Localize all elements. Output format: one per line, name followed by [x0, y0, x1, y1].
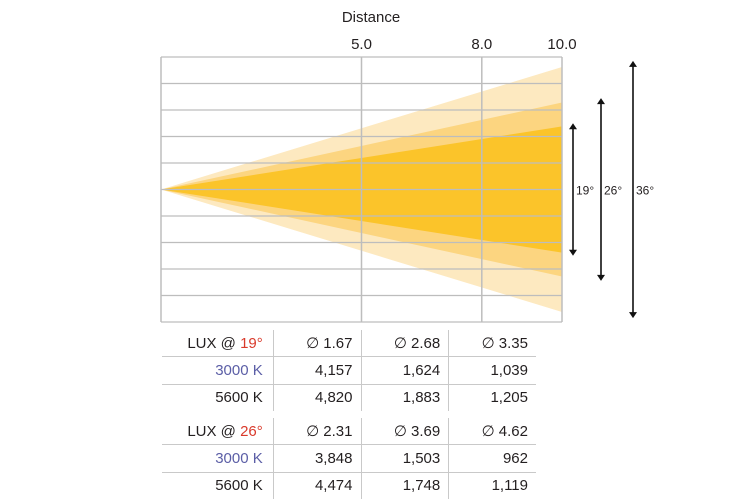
row-label-5600k: 5600 K [215, 477, 263, 495]
row-label-5600k: 5600 K [215, 389, 263, 407]
diameter-cell: ∅ 3.35 [448, 330, 536, 358]
lux-cell: 1,503 [360, 444, 449, 473]
lux-table-26: LUX @ 26° ∅ 2.31 ∅ 3.69 ∅ 4.62 3000 K 3,… [162, 418, 536, 500]
arrowhead-up-19 [569, 123, 577, 130]
row-label-3000k: 3000 K [162, 356, 274, 385]
row-label-3000k: 3000 K [162, 444, 274, 473]
tick-label: 8.0 [471, 36, 492, 53]
arrowhead-up-26 [597, 98, 605, 105]
arrowhead-down-19 [569, 249, 577, 256]
angle-label-36: 36° [636, 184, 654, 198]
arrowhead-down-36 [629, 312, 637, 319]
beam-chart: 5.0 8.0 10.0 Distance 19° 26° 36° [160, 9, 654, 323]
lux-cell: 1,039 [448, 356, 536, 385]
angle-19: 19° [240, 334, 263, 352]
lux-header-label: LUX @ 26° [162, 418, 274, 446]
table-row: 5600 K 4,820 1,883 1,205 [162, 384, 536, 412]
tick-label: 10.0 [547, 36, 576, 53]
lux-cell: 1,748 [360, 472, 449, 500]
lux-cell: 1,119 [448, 472, 536, 500]
diameter-cell: ∅ 2.68 [360, 330, 449, 358]
lux-cell: 962 [448, 444, 536, 473]
arrowhead-down-26 [597, 274, 605, 281]
lux-cell: 1,624 [360, 356, 449, 385]
table-header-row: LUX @ 19° ∅ 1.67 ∅ 2.68 ∅ 3.35 [162, 330, 536, 358]
lux-cell: 4,820 [272, 384, 361, 412]
lux-header-label: LUX @ 19° [162, 330, 274, 358]
angle-26: 26° [240, 422, 263, 440]
arrowhead-up-36 [629, 60, 637, 67]
lux-cell: 3,848 [272, 444, 361, 473]
diameter-cell: ∅ 4.62 [448, 418, 536, 446]
diameter-cell: ∅ 1.67 [272, 330, 361, 358]
table-row: 3000 K 3,848 1,503 962 [162, 444, 536, 473]
table-row: 5600 K 4,474 1,748 1,119 [162, 472, 536, 500]
diameter-cell: ∅ 2.31 [272, 418, 361, 446]
chart-title: Distance [342, 9, 400, 26]
lux-cell: 1,883 [360, 384, 449, 412]
lux-table-19: LUX @ 19° ∅ 1.67 ∅ 2.68 ∅ 3.35 3000 K 4,… [162, 330, 536, 412]
tick-label: 5.0 [351, 36, 372, 53]
lux-cell: 4,474 [272, 472, 361, 500]
table-header-row: LUX @ 26° ∅ 2.31 ∅ 3.69 ∅ 4.62 [162, 418, 536, 446]
diameter-cell: ∅ 3.69 [360, 418, 449, 446]
lux-cell: 4,157 [272, 356, 361, 385]
table-row: 3000 K 4,157 1,624 1,039 [162, 356, 536, 385]
angle-label-26: 26° [604, 184, 622, 198]
angle-label-19: 19° [576, 184, 594, 198]
lux-cell: 1,205 [448, 384, 536, 412]
